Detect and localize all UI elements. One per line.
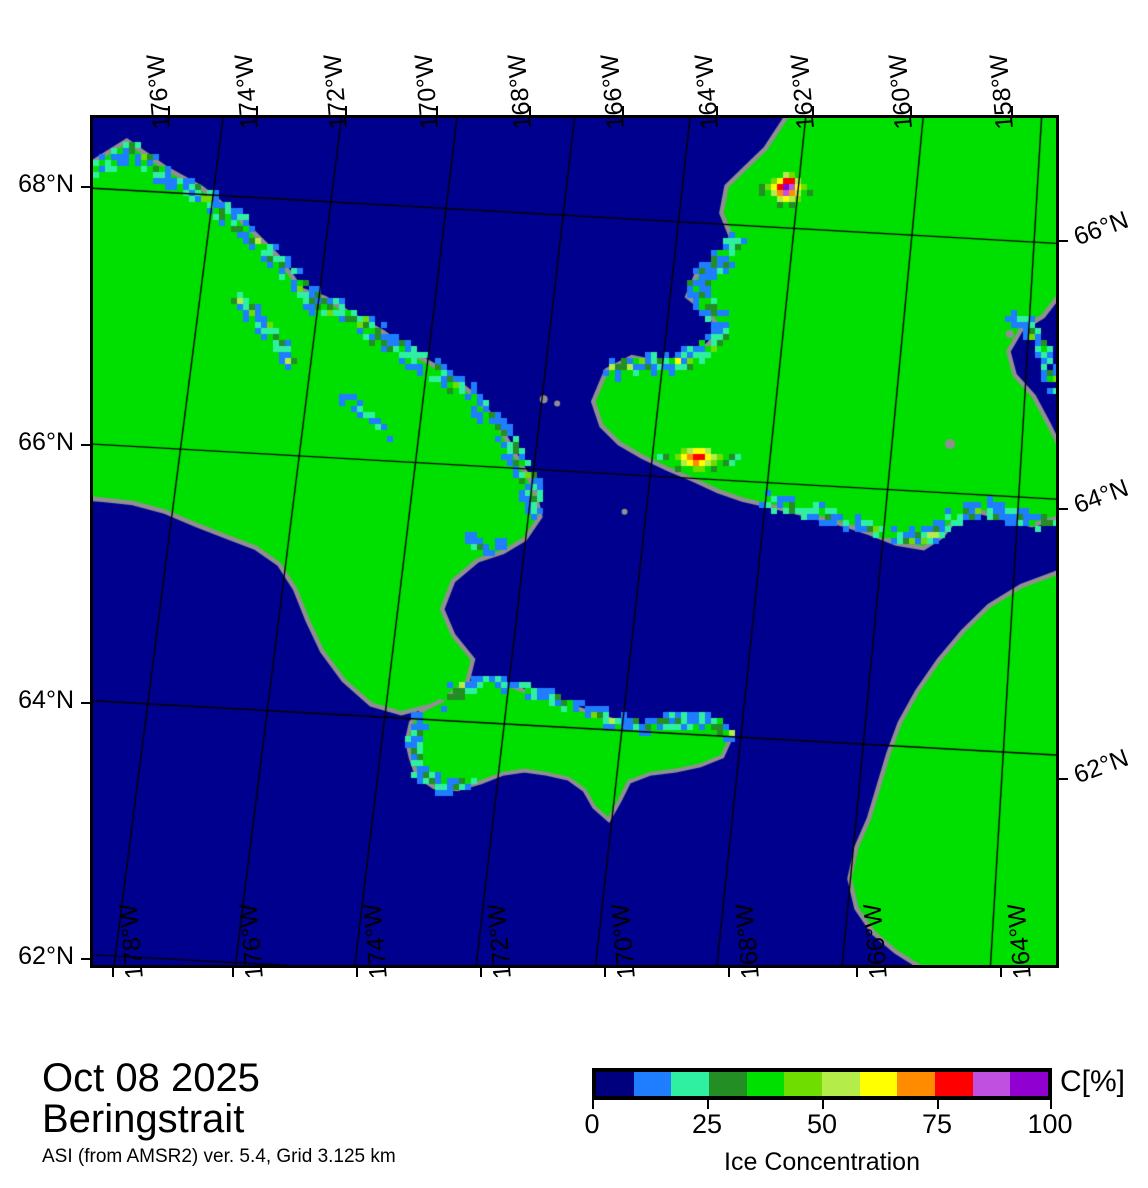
axis-tick bbox=[480, 968, 482, 977]
axis-tick bbox=[604, 968, 606, 977]
axis-tick bbox=[1059, 508, 1068, 510]
axis-tick bbox=[716, 106, 718, 115]
axis-tick bbox=[81, 444, 90, 446]
axis-tick bbox=[356, 968, 358, 977]
axis-tick bbox=[856, 968, 858, 977]
colorbar[interactable]: 0 25 50 75 100 bbox=[584, 1068, 1073, 1139]
colorbar-tick-1 bbox=[707, 1100, 709, 1109]
lon-label-top-2: 172°W bbox=[318, 53, 354, 131]
axis-tick bbox=[1000, 968, 1002, 977]
lon-label-top-4: 168°W bbox=[502, 53, 538, 131]
lon-label-top-3: 170°W bbox=[409, 53, 445, 131]
axis-tick bbox=[910, 106, 912, 115]
colorbar-tick-2 bbox=[822, 1100, 824, 1109]
map-date: Oct 08 2025 bbox=[42, 1056, 260, 1100]
lat-label-right-1: 64°N bbox=[1070, 473, 1133, 520]
axis-tick bbox=[112, 968, 114, 977]
axis-tick bbox=[436, 106, 438, 115]
lat-label-left-0: 68°N bbox=[18, 170, 74, 198]
axis-tick bbox=[812, 106, 814, 115]
lon-label-top-5: 166°W bbox=[595, 53, 631, 131]
colorbar-tick-label-1: 25 bbox=[691, 1109, 723, 1139]
colorbar-tick-label-4: 100 bbox=[1027, 1109, 1073, 1139]
axis-tick bbox=[81, 186, 90, 188]
colorbar-band-5 bbox=[784, 1072, 823, 1096]
lat-label-left-3: 62°N bbox=[18, 942, 74, 970]
axis-tick bbox=[81, 702, 90, 704]
axis-tick bbox=[345, 106, 347, 115]
colorbar-band-0 bbox=[596, 1072, 634, 1096]
colorbar-band-6 bbox=[822, 1072, 860, 1096]
colorbar-band-10 bbox=[972, 1072, 1011, 1096]
colorbar-caption: Ice Concentration bbox=[724, 1148, 920, 1176]
map-region: Beringstrait bbox=[42, 1097, 245, 1141]
axis-tick bbox=[622, 106, 624, 115]
lat-label-right-2: 62°N bbox=[1070, 743, 1133, 790]
lat-label-left-1: 66°N bbox=[18, 428, 74, 456]
lat-label-left-2: 64°N bbox=[18, 686, 74, 714]
axis-tick bbox=[81, 958, 90, 960]
map-plot-area[interactable] bbox=[90, 115, 1059, 968]
colorbar-gradient[interactable] bbox=[592, 1068, 1052, 1100]
axis-tick bbox=[1059, 778, 1068, 780]
colorbar-tick-label-0: 0 bbox=[584, 1109, 600, 1139]
colorbar-band-8 bbox=[897, 1072, 936, 1096]
colorbar-band-7 bbox=[859, 1072, 898, 1096]
colorbar-band-3 bbox=[709, 1072, 747, 1096]
lon-label-top-9: 158°W bbox=[984, 53, 1020, 131]
sea-ice-concentration-map[interactable] bbox=[93, 118, 1056, 965]
lon-label-top-7: 162°W bbox=[785, 53, 821, 131]
lon-label-top-0: 176°W bbox=[141, 53, 177, 131]
colorbar-band-9 bbox=[935, 1072, 973, 1096]
lat-label-right-0: 66°N bbox=[1070, 205, 1133, 252]
colorbar-tick-label-3: 75 bbox=[921, 1109, 953, 1139]
colorbar-unit-label: C[%] bbox=[1060, 1065, 1126, 1098]
colorbar-band-2 bbox=[671, 1072, 710, 1096]
axis-tick bbox=[256, 106, 258, 115]
colorbar-band-11 bbox=[1010, 1072, 1049, 1096]
lon-label-top-1: 174°W bbox=[229, 53, 265, 131]
axis-tick bbox=[1011, 106, 1013, 115]
colorbar-tick-label-2: 50 bbox=[806, 1109, 838, 1139]
colorbar-tick-0 bbox=[592, 1100, 594, 1109]
colorbar-band-1 bbox=[633, 1072, 672, 1096]
axis-tick bbox=[529, 106, 531, 115]
axis-tick bbox=[168, 106, 170, 115]
axis-tick bbox=[728, 968, 730, 977]
lon-label-top-6: 164°W bbox=[689, 53, 725, 131]
lon-label-top-8: 160°W bbox=[883, 53, 919, 131]
colorbar-band-4 bbox=[746, 1072, 785, 1096]
colorbar-tick-4 bbox=[1050, 1100, 1052, 1109]
data-source-note: ASI (from AMSR2) ver. 5.4, Grid 3.125 km bbox=[42, 1146, 396, 1167]
colorbar-tick-3 bbox=[937, 1100, 939, 1109]
axis-tick bbox=[232, 968, 234, 977]
title-block: Oct 08 2025 Beringstrait ASI (from AMSR2… bbox=[42, 1058, 396, 1169]
axis-tick bbox=[1059, 240, 1068, 242]
